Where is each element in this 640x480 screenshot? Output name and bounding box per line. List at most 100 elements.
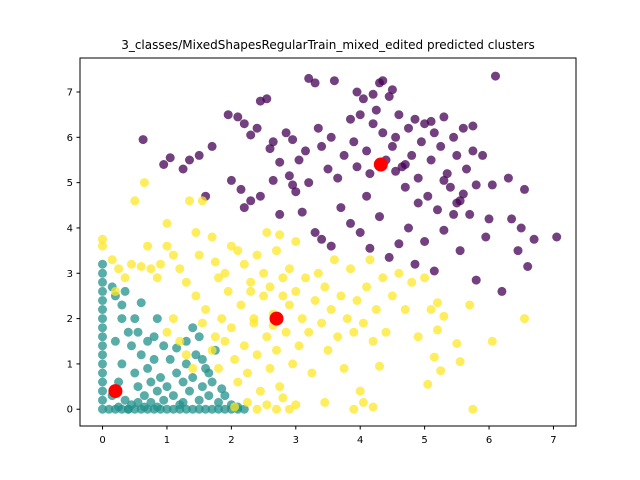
data-point-cluster-2 — [168, 250, 178, 260]
data-point-cluster-0 — [239, 203, 249, 213]
data-point-cluster-2 — [226, 323, 236, 333]
data-point-cluster-2 — [220, 268, 230, 278]
data-point-cluster-0 — [291, 187, 301, 197]
data-point-cluster-2 — [162, 218, 172, 228]
data-point-cluster-2 — [288, 359, 298, 369]
data-point-cluster-2 — [194, 250, 204, 260]
data-point-cluster-1 — [165, 354, 175, 364]
data-point-cluster-0 — [552, 232, 562, 242]
data-point-cluster-0 — [252, 123, 262, 133]
data-point-cluster-2 — [304, 327, 314, 337]
data-point-cluster-2 — [188, 363, 198, 373]
x-axis: 0 1 2 3 4 5 6 7 — [99, 426, 557, 446]
data-point-cluster-1 — [120, 395, 130, 405]
data-point-cluster-2 — [207, 345, 217, 355]
data-point-cluster-0 — [288, 180, 298, 190]
data-point-cluster-2 — [378, 273, 388, 283]
data-point-cluster-2 — [191, 228, 201, 237]
data-point-cluster-2 — [455, 357, 465, 367]
data-point-cluster-0 — [449, 209, 459, 219]
data-point-cluster-0 — [275, 157, 285, 167]
data-point-cluster-0 — [246, 196, 256, 206]
data-point-cluster-0 — [326, 132, 336, 142]
data-point-cluster-1 — [98, 277, 107, 287]
data-point-cluster-1 — [98, 268, 107, 278]
data-point-cluster-1 — [207, 377, 217, 387]
data-point-cluster-1 — [98, 359, 107, 369]
data-point-cluster-0 — [294, 155, 304, 165]
y-tick-label: 5 — [67, 178, 73, 189]
data-point-cluster-1 — [197, 354, 207, 364]
data-point-cluster-1 — [178, 397, 188, 407]
y-tick-label: 7 — [67, 87, 73, 98]
data-point-cluster-0 — [503, 173, 513, 183]
data-point-cluster-0 — [194, 150, 204, 160]
data-point-cluster-2 — [233, 377, 243, 387]
data-point-cluster-0 — [394, 239, 404, 249]
data-point-cluster-2 — [239, 259, 249, 269]
data-point-cluster-2 — [368, 402, 378, 412]
data-point-cluster-1 — [110, 336, 120, 346]
data-point-cluster-2 — [262, 332, 272, 342]
data-point-cluster-0 — [346, 114, 355, 124]
data-point-cluster-0 — [329, 76, 339, 86]
data-point-cluster-0 — [138, 135, 148, 145]
data-point-cluster-1 — [181, 336, 191, 346]
data-point-cluster-0 — [523, 262, 533, 271]
data-point-cluster-0 — [413, 198, 423, 208]
data-point-cluster-2 — [259, 268, 269, 278]
data-point-cluster-0 — [507, 214, 517, 224]
data-point-cluster-0 — [491, 71, 500, 81]
data-point-cluster-1 — [194, 332, 204, 342]
data-point-cluster-2 — [265, 363, 275, 373]
data-point-cluster-1 — [159, 395, 169, 405]
data-point-cluster-1 — [98, 350, 107, 360]
data-point-cluster-0 — [455, 246, 465, 256]
data-point-cluster-2 — [433, 325, 442, 335]
data-point-cluster-1 — [156, 373, 165, 382]
data-point-cluster-0 — [439, 225, 449, 235]
data-point-cluster-0 — [513, 246, 523, 256]
data-point-cluster-1 — [117, 300, 127, 310]
data-point-cluster-0 — [284, 171, 294, 181]
data-point-cluster-1 — [130, 368, 140, 378]
data-point-cluster-2 — [262, 400, 272, 410]
plot-points — [98, 71, 562, 414]
data-point-cluster-1 — [178, 377, 188, 387]
data-point-cluster-1 — [133, 397, 143, 407]
data-point-cluster-2 — [349, 327, 359, 337]
data-point-cluster-2 — [207, 232, 217, 242]
data-point-cluster-1 — [188, 323, 198, 333]
data-point-cluster-0 — [520, 184, 529, 194]
data-point-cluster-1 — [130, 314, 140, 324]
data-point-cluster-2 — [284, 404, 294, 414]
data-point-cluster-2 — [439, 311, 449, 321]
data-point-cluster-2 — [313, 268, 323, 278]
data-point-cluster-0 — [452, 150, 462, 160]
centroid-point — [373, 157, 388, 172]
data-point-cluster-0 — [323, 164, 333, 174]
data-point-cluster-1 — [168, 391, 178, 401]
data-point-cluster-0 — [458, 123, 468, 133]
data-point-cluster-1 — [146, 397, 156, 407]
data-point-cluster-0 — [239, 119, 249, 129]
data-point-cluster-0 — [355, 228, 365, 237]
data-point-cluster-0 — [478, 150, 488, 160]
data-point-cluster-2 — [429, 352, 439, 362]
data-point-cluster-2 — [136, 262, 146, 271]
data-point-cluster-0 — [352, 87, 362, 97]
data-point-cluster-1 — [127, 341, 136, 351]
data-point-cluster-2 — [146, 264, 156, 274]
data-point-cluster-1 — [123, 327, 133, 337]
data-point-cluster-0 — [226, 175, 236, 185]
data-point-cluster-0 — [426, 155, 436, 165]
data-point-cluster-1 — [98, 386, 107, 396]
data-point-cluster-0 — [288, 135, 298, 145]
data-point-cluster-1 — [152, 386, 162, 396]
data-point-cluster-2 — [130, 196, 140, 206]
data-point-cluster-0 — [404, 123, 413, 133]
data-point-cluster-1 — [98, 395, 107, 405]
data-point-cluster-2 — [110, 286, 120, 296]
data-point-cluster-1 — [104, 404, 114, 414]
data-point-cluster-2 — [349, 404, 359, 414]
